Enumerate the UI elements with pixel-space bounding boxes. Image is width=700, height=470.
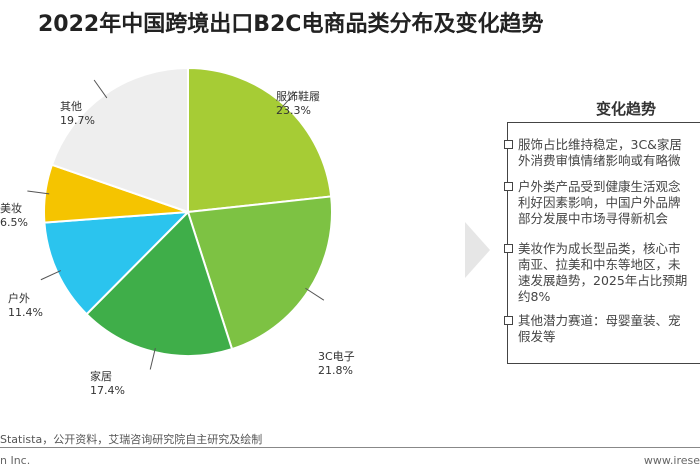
arrow-icon: [465, 222, 490, 278]
leader-line: [305, 287, 325, 301]
divider: [0, 447, 700, 448]
source-note: Statista，公开资料，艾瑞咨询研究院自主研究及绘制: [0, 433, 263, 446]
slice-label: 家居 17.4%: [90, 370, 125, 398]
trend-item: 美妆作为成长型品类，核心市 南亚、拉美和中东等地区，未 速发展趋势，2025年占…: [504, 241, 700, 305]
slice-name: 其他: [60, 100, 82, 113]
slice-label: 其他 19.7%: [60, 100, 95, 128]
leader-line: [281, 91, 297, 109]
slice-label: 3C电子 21.8%: [318, 350, 355, 378]
slice-value: 11.4%: [8, 306, 43, 319]
slice-value: 19.7%: [60, 114, 95, 127]
leader-line: [93, 79, 108, 99]
trend-item: 服饰占比维持稳定，3C&家居 外消费审慎情绪影响或有略微: [504, 137, 700, 169]
footer-right: www.irese: [643, 454, 700, 467]
page-title: 2022年中国跨境出口B2C电商品类分布及变化趋势: [38, 12, 544, 37]
slice-name: 美妆: [0, 202, 22, 215]
slice-name: 3C电子: [318, 350, 355, 363]
slice-name: 户外: [8, 292, 30, 305]
slice-label: 服饰鞋履 23.3%: [276, 90, 320, 118]
leader-line: [149, 348, 156, 370]
slice-value: 17.4%: [90, 384, 125, 397]
footer-left: n Inc.: [0, 454, 31, 467]
slice-value: 23.3%: [276, 104, 311, 117]
trend-panel: 服饰占比维持稳定，3C&家居 外消费审慎情绪影响或有略微 户外类产品受到健康生活…: [504, 122, 700, 364]
slice-name: 家居: [90, 370, 112, 383]
slice-value: 21.8%: [318, 364, 353, 377]
trend-item: 户外类产品受到健康生活观念 利好因素影响，中国户外品牌 部分发展中市场寻得新机会: [504, 179, 700, 227]
slice-name: 服饰鞋履: [276, 90, 320, 103]
panel-title: 变化趋势: [596, 100, 657, 118]
trend-item: 其他潜力赛道：母婴童装、宠 假发等: [504, 313, 700, 345]
leader-line: [40, 270, 62, 281]
slice-label: 美妆 6.5%: [0, 202, 28, 230]
slice-value: 6.5%: [0, 216, 28, 229]
leader-line: [27, 190, 50, 195]
slice-label: 户外 11.4%: [8, 292, 43, 320]
